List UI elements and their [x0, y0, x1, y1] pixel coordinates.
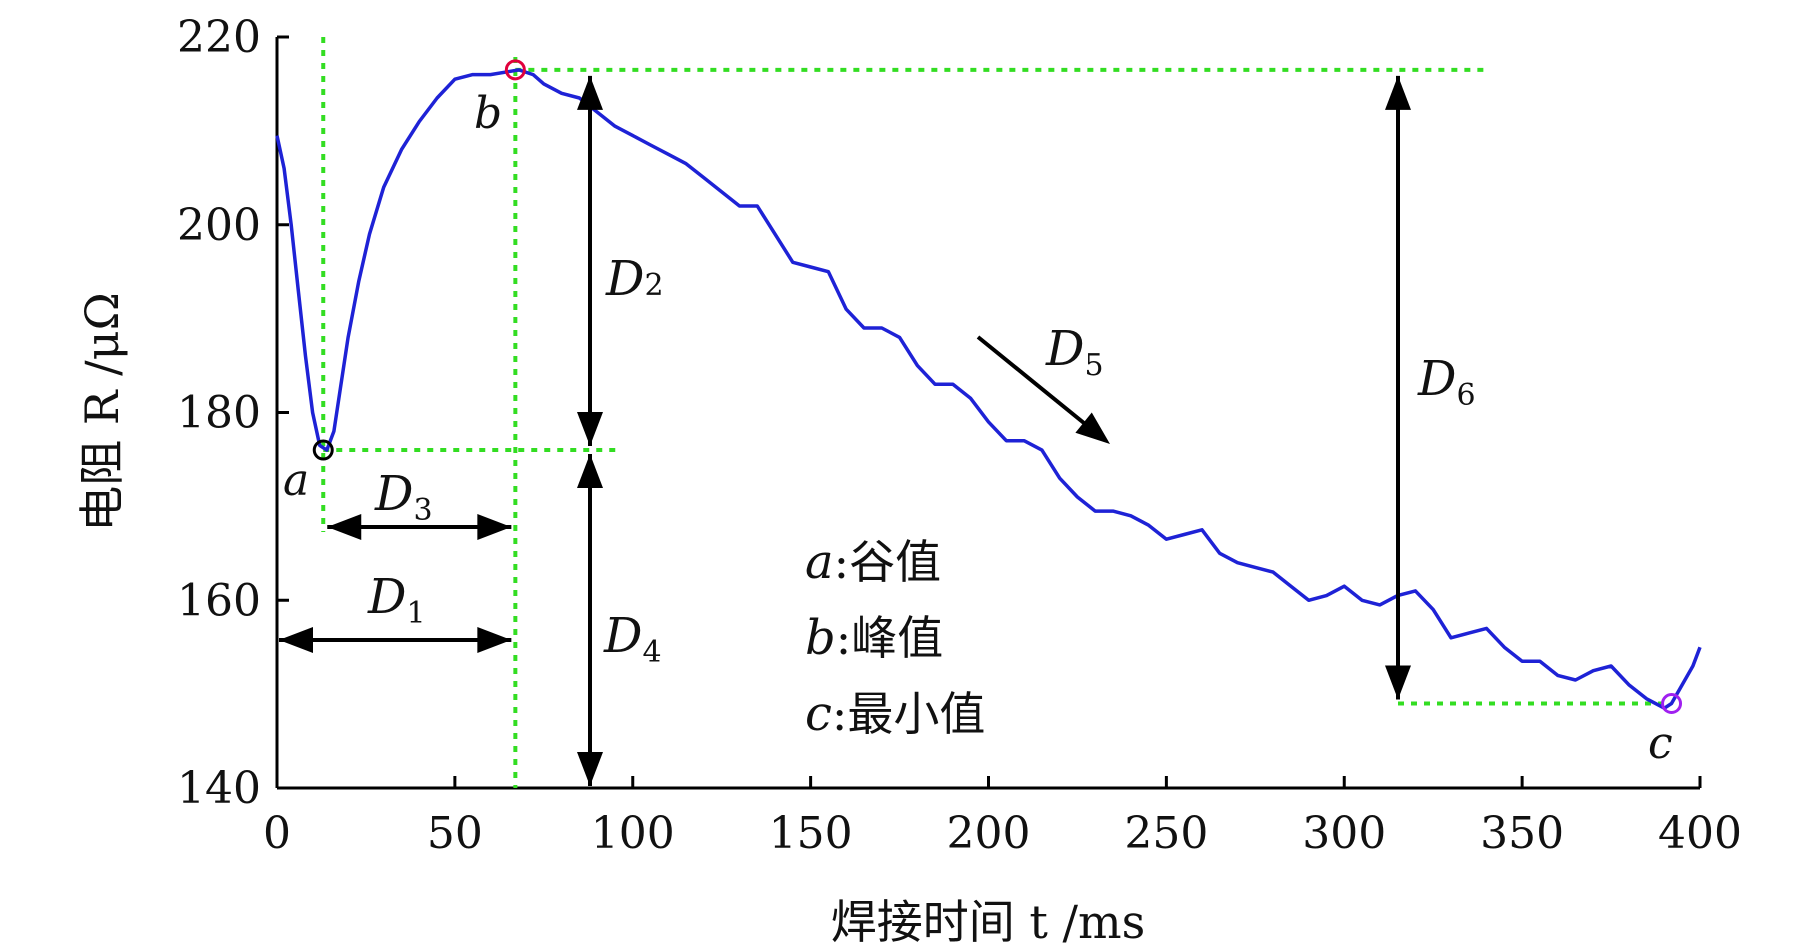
label-d4: D4 — [603, 608, 662, 670]
x-tick-label-400: 400 — [1658, 808, 1742, 859]
label-d3: D3 — [374, 466, 433, 528]
arrow-d5-head — [1075, 412, 1110, 444]
x-axis-title: 焊接时间 t /ms — [831, 895, 1145, 945]
arrow-d2-head-start — [577, 75, 603, 110]
label-d1: D1 — [367, 569, 426, 631]
marker-c — [1661, 693, 1683, 715]
arrow-d1-head-end — [477, 627, 512, 653]
arrow-d4-head-end — [577, 752, 603, 786]
point-label-a: a — [283, 455, 309, 506]
y-tick-label-140: 140 — [177, 763, 261, 814]
y-tick-label-180: 180 — [177, 388, 261, 439]
marker-b — [504, 59, 526, 81]
x-tick-label-200: 200 — [947, 808, 1031, 859]
dimension-arrows — [279, 75, 1411, 786]
axis-ticks: 0 50 100 150 200 250 300 350 400 140 160 180 200 220 — [177, 12, 1742, 859]
label-d5: D5 — [1045, 321, 1104, 383]
x-tick-label-100: 100 — [591, 808, 675, 859]
legend-item-c: c:最小值 — [805, 686, 985, 742]
x-tick-label-300: 300 — [1302, 808, 1386, 859]
legend-item-a: a:谷值 — [805, 534, 941, 590]
y-tick-label-160: 160 — [177, 575, 261, 626]
x-tick-label-350: 350 — [1480, 808, 1564, 859]
arrow-d6-head-end — [1385, 665, 1411, 700]
point-label-b: b — [474, 88, 502, 139]
arrow-d3-head-end — [477, 514, 512, 540]
arrow-d1-head-start — [279, 627, 313, 653]
point-label-c: c — [1648, 718, 1673, 769]
y-tick-label-200: 200 — [177, 200, 261, 251]
legend-item-b: b:峰值 — [805, 610, 943, 666]
marker-a — [312, 439, 334, 461]
label-d2: D2 — [605, 251, 664, 307]
guide-lines — [321, 37, 1672, 788]
y-tick-label-220: 220 — [177, 12, 261, 63]
arrow-d2-head-end — [577, 412, 603, 447]
y-axis-title: 电阻 R /μΩ — [75, 292, 129, 531]
arrow-d6-head-start — [1385, 75, 1411, 110]
x-tick-label-50: 50 — [427, 808, 483, 859]
x-tick-label-150: 150 — [769, 808, 853, 859]
point-markers — [312, 59, 1683, 715]
arrow-d3-head-start — [327, 514, 362, 540]
resistance-curve — [275, 68, 1702, 710]
x-tick-label-0: 0 — [263, 808, 291, 859]
label-d6: D6 — [1417, 351, 1476, 413]
arrow-d4-head-start — [577, 454, 603, 489]
x-tick-label-250: 250 — [1124, 808, 1208, 859]
arrow-d5-shaft — [976, 335, 1097, 434]
